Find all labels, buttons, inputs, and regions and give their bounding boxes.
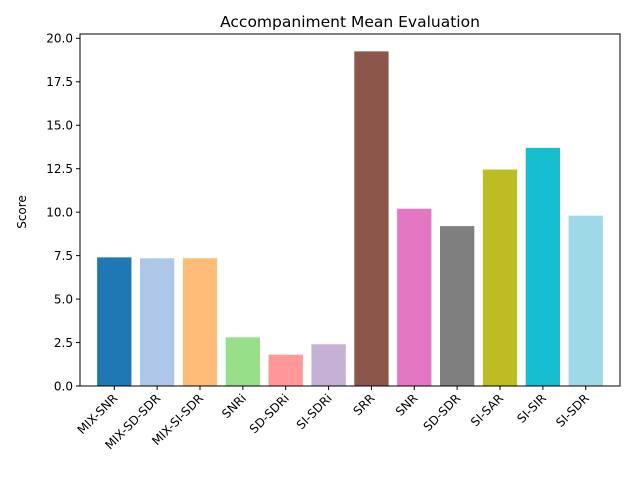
- x-tick-label: SI-SAR: [468, 391, 506, 429]
- x-tick-label: SI-SDRi: [294, 391, 335, 432]
- bar-sd-sdri: [268, 354, 303, 386]
- bar-sd-sdr: [440, 226, 475, 386]
- bar-srr: [354, 51, 389, 386]
- chart-title: Accompaniment Mean Evaluation: [220, 13, 480, 31]
- bar-si-sar: [482, 169, 518, 386]
- bar-snri: [225, 337, 260, 386]
- y-tick-label: 2.5: [54, 336, 73, 350]
- y-tick-label: 20.0: [46, 32, 73, 46]
- bar-si-sir: [525, 147, 560, 386]
- y-tick-label: 7.5: [54, 249, 73, 263]
- y-tick-label: 17.5: [46, 75, 73, 89]
- plot-frame: [79, 33, 621, 387]
- y-axis-label: Score: [15, 195, 29, 229]
- x-tick-label: SRR: [350, 391, 377, 418]
- y-tick-label: 5.0: [54, 292, 73, 306]
- y-tick-label: 0.0: [54, 379, 73, 393]
- y-axis: 0.0 2.5 5.0 7.5 10.0 12.5 15.0 17.5 20.0: [46, 32, 80, 393]
- bar-mix-si-sdr: [182, 258, 218, 386]
- bar-mix-sd-sdr: [140, 258, 175, 386]
- x-tick-label: SNR: [393, 391, 421, 419]
- x-tick-label: SD-SDR: [421, 391, 464, 434]
- bars-group: [97, 51, 603, 386]
- y-tick-label: 15.0: [46, 119, 73, 133]
- bar-mix-snr: [97, 257, 132, 386]
- x-tick-label: SNRi: [219, 391, 249, 421]
- bar-si-sdr: [568, 215, 603, 386]
- y-tick-label: 12.5: [46, 162, 73, 176]
- x-tick-label: SI-SIR: [514, 391, 549, 426]
- x-tick-label: SD-SDRi: [247, 391, 292, 436]
- bar-snr: [397, 208, 432, 386]
- bar-si-sdri: [311, 344, 346, 386]
- y-tick-label: 10.0: [46, 205, 73, 219]
- x-tick-label: SI-SDR: [553, 391, 592, 430]
